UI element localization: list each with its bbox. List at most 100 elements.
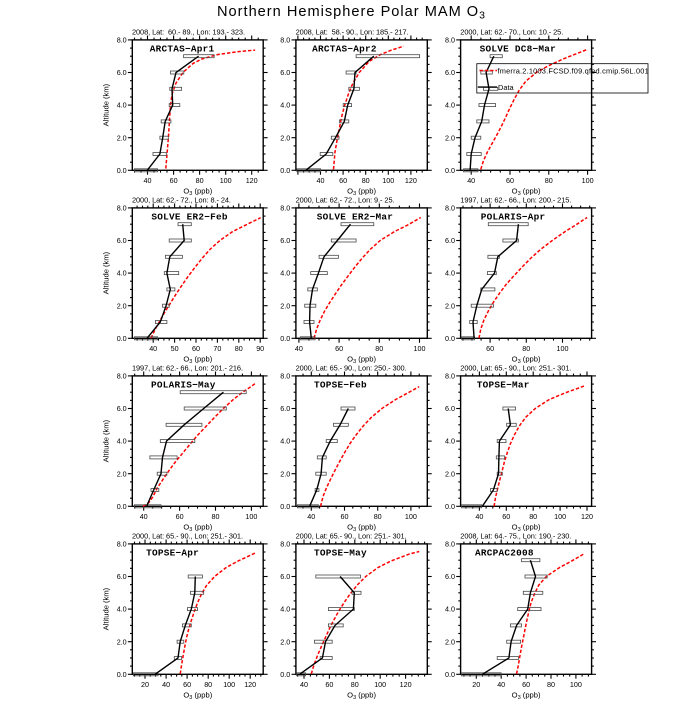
svg-text:6.0: 6.0 — [280, 572, 290, 581]
svg-text:2000, Lat: 62.- 70., Lon: 10.-: 2000, Lat: 62.- 70., Lon: 10.- 25. — [460, 28, 563, 37]
svg-text:120: 120 — [244, 680, 256, 689]
svg-text:2.0: 2.0 — [445, 637, 455, 646]
svg-text:O3 (ppb): O3 (ppb) — [183, 691, 212, 701]
svg-text:4.0: 4.0 — [117, 101, 127, 110]
svg-text:80: 80 — [374, 512, 382, 521]
svg-text:4.0: 4.0 — [117, 437, 127, 446]
svg-text:100: 100 — [220, 176, 232, 185]
svg-text:20: 20 — [141, 680, 149, 689]
svg-text:80: 80 — [547, 680, 555, 689]
svg-text:80: 80 — [522, 344, 530, 353]
svg-text:60: 60 — [522, 680, 530, 689]
svg-text:8.0: 8.0 — [445, 540, 455, 549]
svg-text:100: 100 — [554, 512, 566, 521]
svg-text:2.0: 2.0 — [117, 469, 127, 478]
svg-text:80: 80 — [362, 176, 370, 185]
svg-text:0.0: 0.0 — [117, 334, 127, 343]
svg-text:0.0: 0.0 — [280, 502, 290, 511]
svg-text:TOPSE−Feb: TOPSE−Feb — [314, 380, 367, 391]
svg-text:0.0: 0.0 — [445, 502, 455, 511]
svg-text:6.0: 6.0 — [280, 236, 290, 245]
svg-text:8.0: 8.0 — [280, 540, 290, 549]
svg-text:SOLVE ER2−Mar: SOLVE ER2−Mar — [317, 212, 393, 223]
svg-text:4.0: 4.0 — [280, 437, 290, 446]
svg-text:2008, Lat: 64.- 75., Lon: 190.: 2008, Lat: 64.- 75., Lon: 190.- 230. — [460, 532, 571, 541]
svg-text:6.0: 6.0 — [445, 68, 455, 77]
svg-text:TOPSE−Mar: TOPSE−Mar — [477, 380, 530, 391]
svg-text:Altitude (km): Altitude (km) — [102, 83, 111, 126]
svg-text:4.0: 4.0 — [117, 605, 127, 614]
svg-text:20: 20 — [472, 680, 480, 689]
svg-text:O3 (ppb): O3 (ppb) — [347, 355, 376, 366]
svg-text:8.0: 8.0 — [117, 372, 127, 381]
svg-text:O3 (ppb): O3 (ppb) — [183, 355, 212, 366]
svg-text:4.0: 4.0 — [280, 101, 290, 110]
svg-text:ARCPAC2008: ARCPAC2008 — [475, 548, 534, 559]
svg-text:100: 100 — [405, 512, 417, 521]
svg-text:6.0: 6.0 — [117, 68, 127, 77]
svg-text:6.0: 6.0 — [117, 404, 127, 413]
svg-text:fmerra.2.1003.FCSD.f09.qfed.cm: fmerra.2.1003.FCSD.f09.qfed.cmip.56L.001 — [498, 66, 649, 75]
svg-text:SOLVE ER2−Feb: SOLVE ER2−Feb — [151, 212, 228, 223]
svg-text:1997, Lat: 62.- 66., Lon: 200.: 1997, Lat: 62.- 66., Lon: 200.- 215. — [460, 196, 571, 205]
svg-text:80: 80 — [204, 680, 212, 689]
svg-text:2000, Lat: 62.- 72., Lon: 9.-: 2000, Lat: 62.- 72., Lon: 9.- 25. — [296, 196, 395, 205]
svg-text:0.0: 0.0 — [445, 670, 455, 679]
svg-text:4.0: 4.0 — [445, 101, 455, 110]
svg-text:100: 100 — [382, 176, 394, 185]
svg-text:6.0: 6.0 — [280, 404, 290, 413]
svg-text:60: 60 — [170, 176, 178, 185]
svg-text:O3 (ppb): O3 (ppb) — [347, 691, 376, 701]
svg-text:60: 60 — [506, 176, 514, 185]
svg-text:40: 40 — [467, 176, 475, 185]
svg-text:O3 (ppb): O3 (ppb) — [183, 187, 212, 198]
svg-text:100: 100 — [557, 344, 569, 353]
svg-text:60: 60 — [176, 512, 184, 521]
svg-text:4.0: 4.0 — [280, 269, 290, 278]
svg-text:120: 120 — [246, 176, 258, 185]
svg-text:0.0: 0.0 — [445, 166, 455, 175]
svg-text:60: 60 — [339, 176, 347, 185]
svg-text:Northern Hemisphere Polar MAM: Northern Hemisphere Polar MAM O3 — [217, 4, 486, 22]
svg-text:80: 80 — [545, 176, 553, 185]
svg-text:2.0: 2.0 — [445, 301, 455, 310]
svg-text:40: 40 — [300, 680, 308, 689]
svg-text:2.0: 2.0 — [445, 133, 455, 142]
svg-text:POLARIS−Apr: POLARIS−Apr — [481, 212, 546, 223]
svg-text:Altitude (km): Altitude (km) — [102, 587, 111, 630]
svg-text:60: 60 — [486, 344, 494, 353]
svg-text:4.0: 4.0 — [445, 605, 455, 614]
svg-text:SOLVE DC8−Mar: SOLVE DC8−Mar — [480, 44, 556, 55]
svg-text:0.0: 0.0 — [117, 166, 127, 175]
svg-text:40: 40 — [295, 344, 303, 353]
svg-text:2.0: 2.0 — [280, 133, 290, 142]
svg-text:60: 60 — [192, 344, 200, 353]
svg-text:40: 40 — [475, 512, 483, 521]
svg-text:8.0: 8.0 — [445, 36, 455, 45]
svg-text:0.0: 0.0 — [280, 670, 290, 679]
svg-text:8.0: 8.0 — [117, 204, 127, 213]
svg-text:O3 (ppb): O3 (ppb) — [183, 523, 212, 534]
svg-text:6.0: 6.0 — [117, 236, 127, 245]
svg-text:100: 100 — [245, 512, 257, 521]
svg-text:120: 120 — [581, 512, 593, 521]
svg-text:4.0: 4.0 — [280, 605, 290, 614]
svg-text:6.0: 6.0 — [280, 68, 290, 77]
svg-text:40: 40 — [144, 176, 152, 185]
svg-text:ARCTAS−Apr1: ARCTAS−Apr1 — [150, 44, 215, 55]
svg-text:6.0: 6.0 — [117, 572, 127, 581]
svg-text:O3 (ppb): O3 (ppb) — [347, 187, 376, 198]
svg-text:40: 40 — [307, 512, 315, 521]
svg-text:50: 50 — [171, 344, 179, 353]
svg-text:6.0: 6.0 — [445, 404, 455, 413]
svg-text:2.0: 2.0 — [280, 469, 290, 478]
svg-text:4.0: 4.0 — [445, 269, 455, 278]
svg-text:2.0: 2.0 — [117, 301, 127, 310]
svg-text:2008, Lat: 58.- 90., Lon: 185: 2008, Lat: 58.- 90., Lon: 185.- 217. — [296, 28, 409, 37]
svg-text:2.0: 2.0 — [280, 637, 290, 646]
svg-text:80: 80 — [235, 344, 243, 353]
svg-text:0.0: 0.0 — [117, 670, 127, 679]
svg-text:POLARIS−May: POLARIS−May — [151, 380, 216, 391]
svg-text:8.0: 8.0 — [117, 540, 127, 549]
svg-text:8.0: 8.0 — [445, 372, 455, 381]
